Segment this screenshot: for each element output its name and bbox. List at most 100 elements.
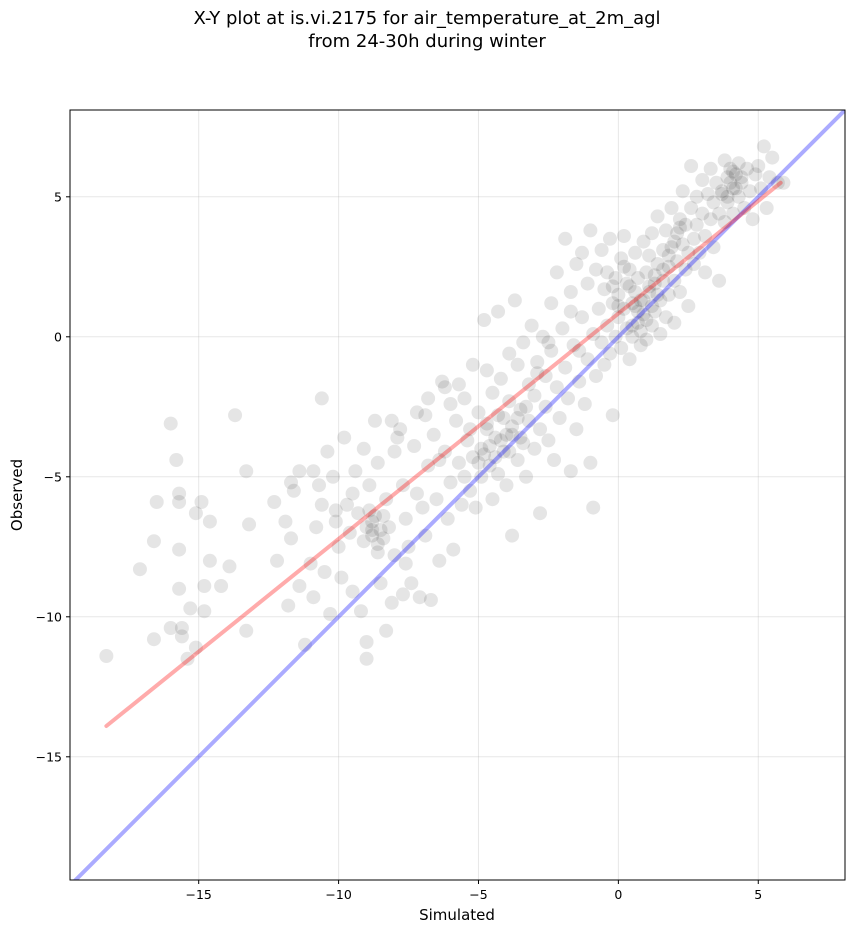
data-point	[463, 483, 478, 498]
data-point	[745, 212, 760, 227]
data-point	[678, 217, 693, 232]
data-point	[636, 307, 651, 322]
data-point	[194, 495, 209, 509]
data-point	[586, 500, 601, 515]
y-tick-label: 5	[54, 189, 62, 204]
data-point	[471, 455, 486, 470]
data-point	[647, 304, 662, 319]
data-point	[362, 478, 377, 493]
data-point	[502, 346, 517, 361]
data-point	[505, 419, 520, 434]
data-point	[656, 273, 671, 288]
data-point	[734, 170, 749, 185]
data-point	[580, 352, 595, 367]
data-point	[242, 517, 257, 532]
data-point	[370, 455, 385, 470]
data-point	[477, 313, 492, 327]
data-point	[597, 357, 612, 372]
data-point	[639, 332, 654, 347]
data-point	[616, 301, 631, 316]
data-point	[474, 469, 489, 484]
data-point	[306, 590, 321, 605]
data-point	[630, 315, 645, 330]
data-point	[644, 318, 659, 333]
data-point	[661, 287, 676, 302]
data-point	[642, 279, 657, 294]
data-point	[670, 254, 685, 269]
data-point	[398, 511, 413, 526]
data-point	[306, 464, 321, 479]
data-point	[379, 623, 394, 638]
data-point	[337, 430, 352, 445]
data-point	[485, 492, 500, 507]
data-point	[172, 542, 187, 557]
data-point	[146, 632, 161, 647]
data-point	[689, 217, 704, 232]
data-point	[575, 310, 590, 325]
y-tick-label: −10	[36, 609, 62, 624]
data-point	[597, 282, 612, 297]
data-point	[298, 637, 313, 652]
data-point	[174, 629, 189, 644]
data-point	[365, 528, 380, 543]
data-point	[664, 240, 679, 255]
data-point	[421, 458, 436, 473]
data-point	[653, 293, 668, 308]
data-point	[695, 206, 710, 221]
data-point	[642, 248, 657, 263]
data-point	[284, 531, 299, 546]
data-point	[477, 447, 492, 462]
data-point	[714, 184, 729, 199]
data-point	[359, 635, 374, 649]
data-point	[325, 469, 340, 484]
data-point	[491, 467, 506, 481]
data-point	[373, 523, 388, 537]
data-point	[608, 271, 623, 285]
data-point	[381, 520, 396, 535]
data-point	[454, 497, 469, 512]
x-tick-label: 0	[614, 887, 622, 902]
data-point	[566, 338, 581, 353]
data-point	[474, 441, 489, 456]
data-point	[437, 380, 452, 395]
data-point	[479, 422, 494, 437]
data-point	[656, 262, 671, 277]
data-point	[169, 453, 184, 467]
data-point	[689, 189, 704, 204]
data-point	[698, 229, 713, 243]
data-point	[770, 175, 785, 190]
data-point	[734, 175, 749, 190]
data-point	[446, 542, 461, 557]
data-point	[309, 520, 324, 535]
data-point	[661, 248, 676, 263]
data-point	[521, 413, 536, 428]
data-point	[390, 430, 405, 445]
data-point	[395, 478, 410, 493]
data-point	[667, 234, 682, 249]
data-point	[527, 441, 542, 456]
data-point	[485, 385, 500, 400]
data-point	[409, 486, 424, 501]
data-point	[365, 523, 380, 537]
data-point	[625, 296, 640, 311]
data-point	[328, 514, 343, 529]
data-point	[443, 475, 458, 490]
data-point	[365, 514, 380, 529]
data-point	[491, 408, 506, 423]
data-point	[496, 411, 511, 425]
data-point	[457, 469, 472, 484]
data-point	[549, 380, 564, 395]
data-point	[588, 369, 603, 383]
data-point	[367, 413, 382, 428]
data-point	[468, 500, 483, 515]
data-point	[544, 343, 559, 358]
data-point	[510, 411, 525, 425]
data-point	[429, 492, 444, 507]
data-point	[664, 201, 679, 215]
y-tick-label: 0	[54, 329, 62, 344]
data-point	[457, 391, 472, 406]
data-point	[415, 500, 430, 515]
data-point	[636, 234, 651, 249]
data-point	[748, 167, 763, 182]
data-point	[496, 444, 511, 459]
